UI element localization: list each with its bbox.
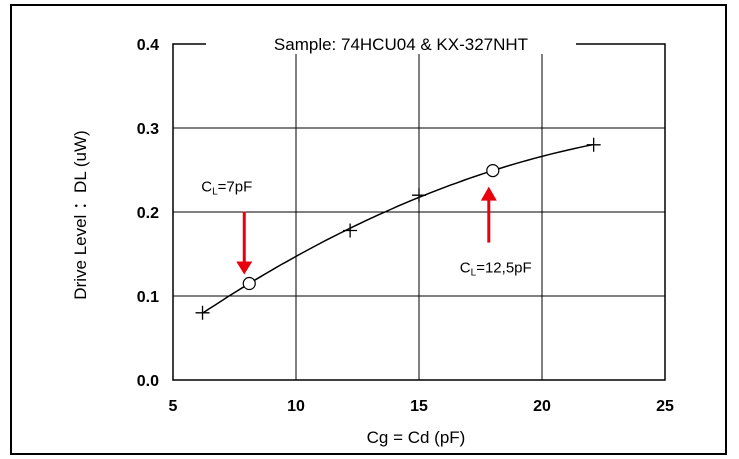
callout-label: CL=7pF [201,179,252,198]
highlights-group: CL=7pF CL=12,5pF [201,163,532,291]
x-tick-label: 15 [410,398,428,415]
x-tick-label: 10 [287,398,305,415]
title-background [206,34,576,54]
data-point-marker [195,305,210,320]
grid-lines [173,44,665,380]
highlight-circle [486,163,500,178]
y-tick-label: 0.2 [137,205,159,222]
callout-arrowhead [236,261,253,275]
y-tick-label: 0.0 [137,373,159,390]
chart-title: Sample: 74HCU04 & KX-327NHT [274,35,528,54]
series-line [202,143,594,314]
highlight-circle [242,276,256,291]
x-axis-label: Cg = Cd (pF) [367,428,466,447]
callout-label: CL=12,5pF [460,260,532,279]
markers-group [195,137,601,320]
x-tick-label: 20 [533,398,551,415]
y-axis-label: Drive Level ：DL (uW) [71,130,90,299]
y-tick-label: 0.1 [137,289,159,306]
curve-group [202,143,594,314]
data-point-marker [586,137,601,152]
x-tick-label: 5 [169,398,178,415]
data-point-marker [412,188,426,203]
y-tick-label: 0.3 [137,121,159,138]
data-point-marker [343,223,358,238]
callout-arrowhead [480,186,497,201]
tick-labels: 5 10 15 20 25 0.0 0.1 0.2 0.3 0.4 [137,37,674,415]
y-tick-label: 0.4 [137,37,159,54]
x-tick-label: 25 [656,398,674,415]
